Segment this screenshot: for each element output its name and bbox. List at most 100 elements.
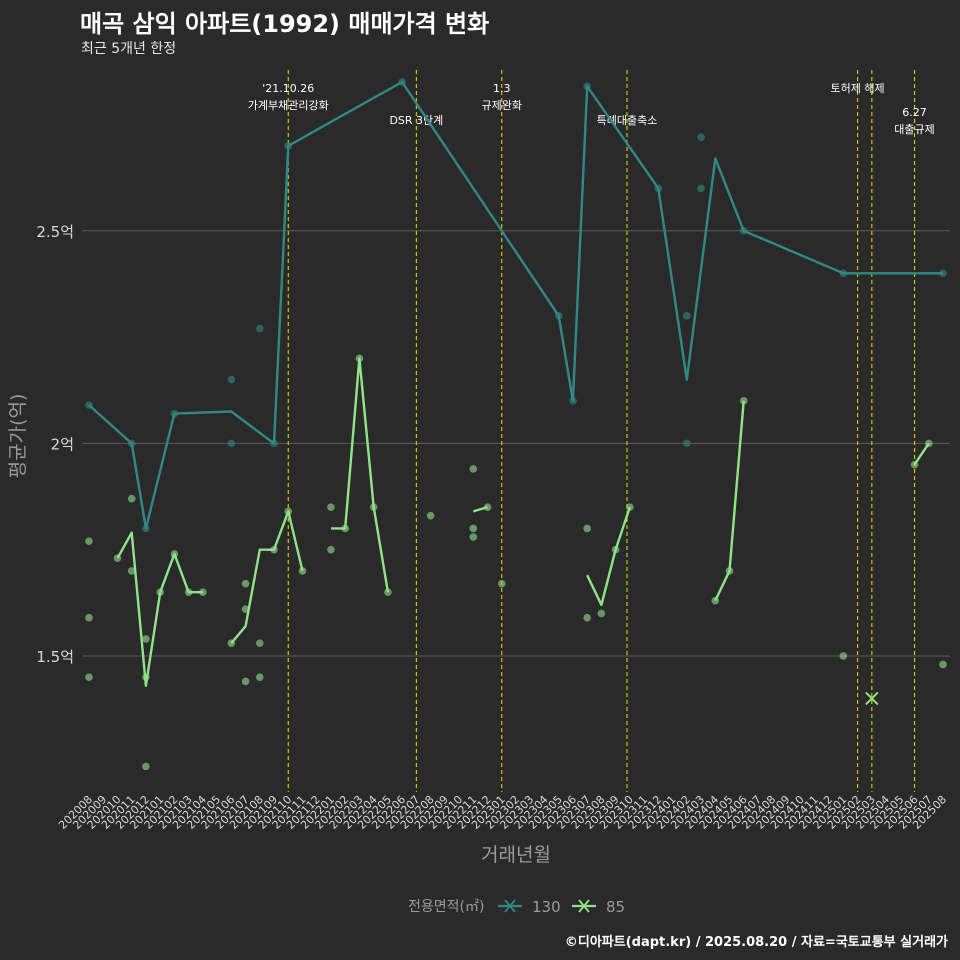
series-line-85: [331, 357, 390, 593]
data-point-85: [85, 537, 93, 545]
data-point-85: [327, 545, 335, 554]
cancelled-deal-marker: [865, 691, 879, 706]
legend-title: 전용면적(㎡): [408, 899, 484, 915]
event-label: '21.10.26: [262, 82, 314, 95]
legend-label: 130: [532, 898, 561, 916]
data-point-130: [739, 227, 748, 235]
data-point-85: [355, 354, 364, 363]
data-point-130: [654, 184, 663, 193]
chart-title: 매곡 삼익 아파트(1992) 매매가격 변화: [80, 10, 490, 38]
y-axis: 1.5억 2억 2.5억: [36, 223, 74, 666]
data-point-130: [839, 269, 848, 278]
data-point-130: [683, 312, 691, 320]
data-point-85: [469, 465, 478, 473]
event-label: 가계부채관리강화: [248, 99, 329, 112]
series-line-130: [88, 80, 943, 530]
legend-label: 85: [606, 898, 625, 916]
event-label: 대출규제: [894, 123, 934, 136]
y-tick-label: 2.5억: [36, 223, 74, 241]
cancel-stroke: [865, 691, 879, 706]
data-point-130: [227, 375, 236, 384]
data-point-130: [284, 141, 293, 150]
data-point-85: [924, 439, 933, 448]
event-label: 특례대출축소: [597, 114, 658, 127]
data-point-85: [910, 460, 919, 469]
data-point-85: [483, 503, 492, 511]
data-point-85: [369, 503, 378, 511]
data-point-85: [142, 635, 150, 643]
chart-subtitle: 최근 5개년 한정: [81, 41, 177, 57]
series-line-85: [586, 506, 632, 607]
data-point-85: [241, 579, 250, 588]
data-point-130: [398, 78, 406, 86]
series-line-85: [230, 510, 304, 644]
data-point-85: [184, 588, 193, 596]
legend-swatch-mark: [504, 899, 516, 913]
data-point-85: [270, 545, 278, 554]
event-label: DSR 3단계: [389, 114, 443, 127]
data-point-130: [255, 324, 264, 333]
series-line-85: [913, 442, 930, 466]
data-point-85: [142, 673, 150, 682]
data-point-130: [85, 401, 93, 409]
data-point-85: [127, 567, 136, 575]
data-point-85: [611, 545, 620, 554]
data-point-85: [142, 762, 150, 771]
data-point-85: [199, 588, 207, 596]
data-point-85: [85, 673, 93, 682]
legend: 전용면적(㎡) 130 85: [408, 898, 625, 916]
data-point-85: [298, 567, 307, 575]
series-85: [85, 354, 947, 771]
data-point-85: [384, 588, 392, 596]
data-point-85: [255, 673, 264, 682]
data-point-130: [583, 82, 591, 91]
data-point-85: [839, 652, 848, 660]
data-point-85: [156, 588, 164, 596]
data-point-85: [284, 507, 293, 516]
data-point-130: [270, 439, 278, 448]
y-tick-label: 2억: [51, 435, 74, 453]
data-point-85: [426, 511, 435, 520]
data-point-85: [241, 677, 250, 686]
data-point-130: [569, 397, 577, 405]
data-point-85: [711, 596, 720, 605]
data-point-85: [255, 639, 264, 647]
data-point-130: [554, 312, 563, 320]
data-point-85: [341, 524, 350, 533]
data-point-85: [626, 503, 634, 511]
event-label: 1.3: [493, 82, 511, 95]
data-point-130: [170, 409, 179, 418]
data-point-85: [469, 533, 478, 541]
data-point-130: [142, 524, 150, 533]
event-label: 토허제 해제: [831, 81, 885, 95]
data-point-130: [127, 439, 136, 448]
series-line-85: [116, 531, 203, 687]
data-point-85: [725, 567, 734, 575]
data-point-85: [739, 397, 748, 405]
data-point-130: [939, 269, 947, 278]
event-label: 6.27: [902, 106, 927, 119]
legend-item-130: 130: [498, 898, 561, 916]
data-point-85: [583, 524, 591, 533]
x-axis: 2020082020092020102020112020122021012021…: [56, 793, 949, 832]
data-point-85: [170, 550, 179, 558]
data-point-85: [939, 660, 947, 669]
legend-swatch-mark: [578, 899, 590, 913]
data-point-85: [497, 579, 506, 588]
grid-lines: [82, 230, 950, 657]
data-point-130: [697, 184, 705, 193]
data-point-85: [85, 613, 93, 622]
data-point-130: [683, 439, 691, 448]
data-point-85: [327, 503, 335, 511]
data-point-85: [469, 524, 478, 533]
data-point-85: [583, 613, 591, 622]
data-point-85: [227, 639, 236, 647]
data-point-85: [127, 494, 136, 503]
legend-item-85: 85: [572, 898, 625, 916]
data-point-85: [113, 554, 122, 562]
y-axis-title: 평균가(억): [7, 394, 29, 479]
data-point-85: [597, 609, 606, 618]
x-axis-title: 거래년월: [481, 844, 551, 866]
series-130: [85, 78, 947, 533]
